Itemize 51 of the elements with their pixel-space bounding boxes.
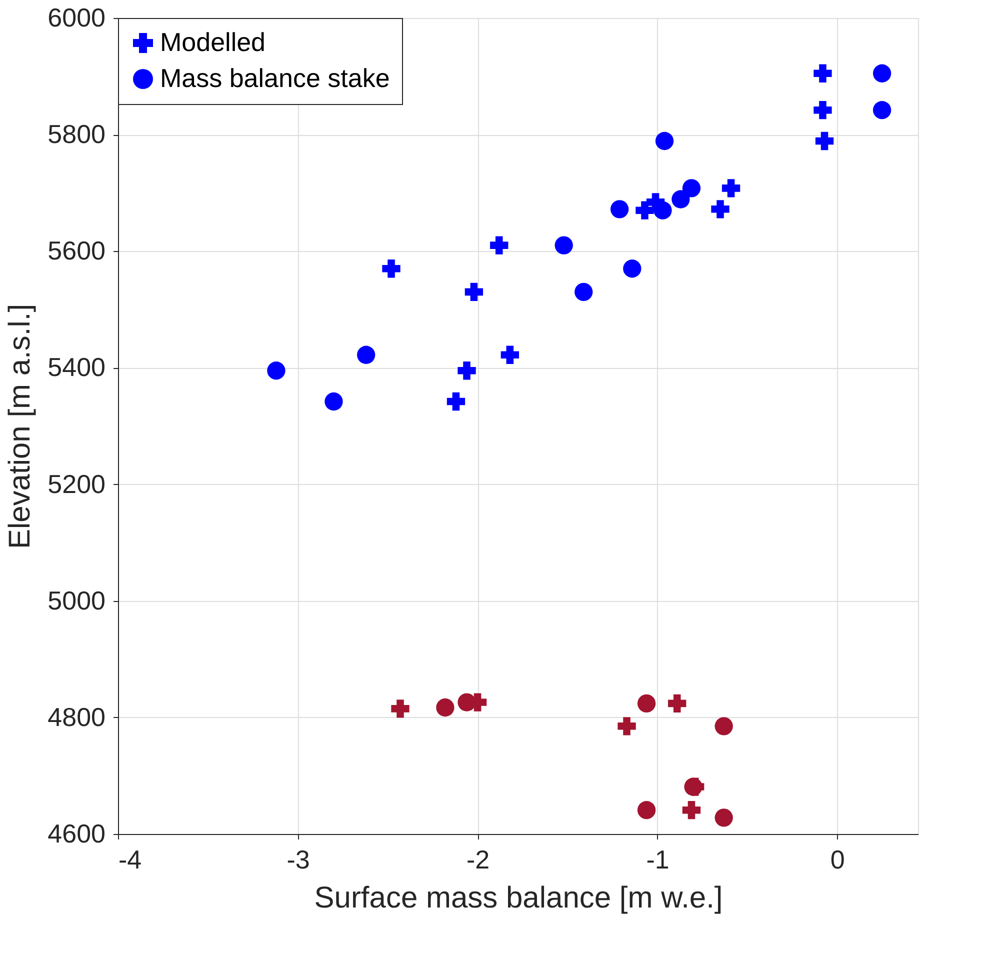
point — [500, 346, 519, 364]
point — [654, 201, 672, 220]
point — [655, 132, 674, 150]
y-tick-label: 5600 — [48, 236, 106, 266]
y-tick-label: 6000 — [48, 2, 106, 32]
point — [618, 717, 636, 736]
point — [610, 200, 629, 218]
point — [872, 64, 892, 82]
point — [815, 132, 834, 150]
y-tick-label: 5400 — [48, 352, 106, 382]
point — [446, 392, 466, 411]
point — [636, 201, 654, 220]
x-tick-label: 0 — [830, 844, 845, 874]
legend-label: Mass balance stake — [160, 63, 390, 93]
x-tick-label: -1 — [646, 844, 670, 874]
point — [814, 101, 832, 120]
point — [682, 179, 701, 198]
point — [814, 64, 832, 82]
point — [382, 260, 400, 278]
point — [458, 362, 476, 380]
point — [436, 698, 454, 717]
point — [623, 260, 642, 278]
x-tick-label: -3 — [286, 844, 310, 874]
point — [574, 282, 593, 302]
point — [872, 101, 892, 120]
point — [714, 717, 733, 736]
point — [672, 190, 690, 208]
point — [391, 700, 410, 718]
point — [490, 236, 508, 254]
point — [722, 179, 740, 198]
y-tick-label: 4800 — [48, 702, 106, 732]
point — [711, 200, 730, 218]
point — [714, 808, 733, 827]
x-axis-title: Surface mass balance [m w.e.] — [314, 882, 723, 914]
point — [464, 282, 484, 302]
point — [554, 236, 573, 254]
legend-label: Modelled — [160, 27, 266, 57]
point — [682, 801, 701, 820]
point — [267, 362, 286, 380]
y-tick-label: 5200 — [48, 468, 106, 499]
point — [668, 694, 686, 713]
point — [324, 392, 343, 411]
x-tick-label: -2 — [466, 844, 490, 874]
y-tick-label: 5800 — [48, 119, 106, 150]
point — [637, 694, 656, 713]
point — [637, 801, 656, 820]
x-tick-label: -4 — [118, 844, 142, 874]
point — [357, 346, 376, 364]
y-tick-label: 4600 — [48, 818, 106, 848]
y-tick-label: 5000 — [48, 585, 106, 616]
y-axis-title: Elevation [m a.s.l.] — [4, 304, 37, 550]
